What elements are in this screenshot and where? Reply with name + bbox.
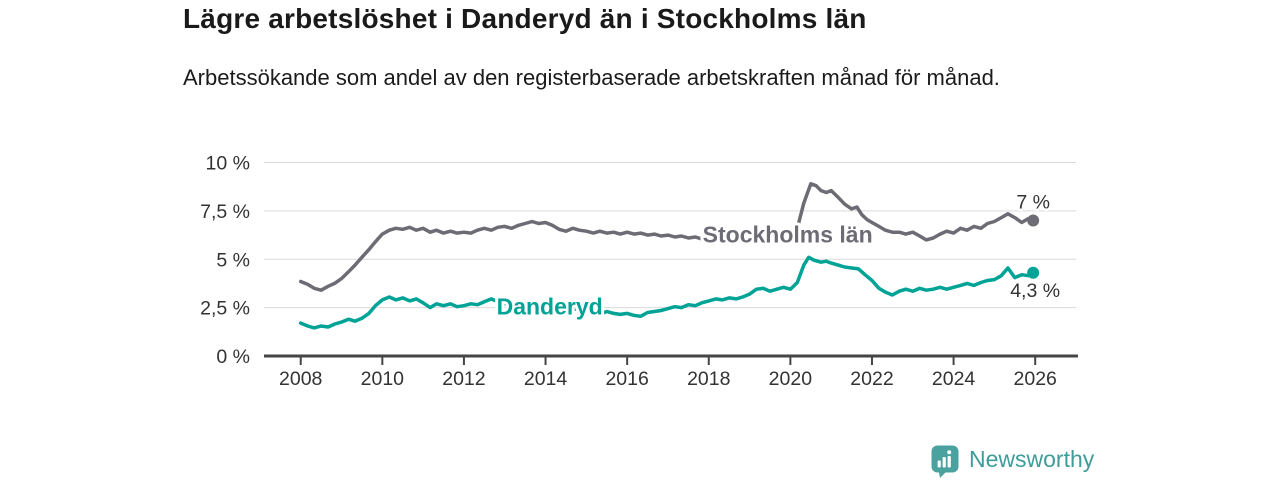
x-tick-label: 2010 (361, 368, 405, 390)
y-tick-label: 10 % (206, 153, 250, 175)
series-label-danderyd: Danderyd (497, 293, 603, 319)
newsworthy-logo-icon (931, 445, 959, 478)
brand-name: Newsworthy (969, 446, 1095, 472)
series-line-stockholms-lan (298, 182, 1035, 292)
series-end-dot-danderyd (1027, 266, 1040, 279)
logo-exclamation-dot (947, 450, 952, 455)
brand-footer: Newsworthy (930, 444, 1094, 479)
logo-bubble-tail (938, 470, 948, 478)
series-end-value-stockholms-lan: 7 % (1016, 192, 1050, 214)
logo-bar-tall (947, 456, 951, 468)
series-line-danderyd (298, 255, 1035, 330)
x-tick-label: 2022 (850, 368, 893, 390)
x-tick-label: 2020 (769, 368, 813, 390)
y-tick-label: 2,5 % (200, 298, 250, 320)
series-label-stockholms-lan: Stockholms län (703, 222, 873, 248)
x-tick-label: 2008 (279, 368, 322, 390)
series-end-dot-stockholms-lan (1027, 214, 1040, 227)
x-tick-label: 2014 (524, 368, 568, 390)
x-tick-label: 2012 (442, 368, 485, 390)
x-tick-label: 2024 (932, 368, 976, 390)
series-end-value-danderyd: 4,3 % (1010, 280, 1060, 302)
y-tick-label: 7,5 % (200, 201, 250, 223)
chart-subtitle: Arbetssökande som andel av den registerb… (183, 65, 1000, 90)
x-tick-label: 2016 (605, 368, 648, 390)
chart-title: Lägre arbetslöshet i Danderyd än i Stock… (183, 3, 867, 34)
x-tick-label: 2018 (687, 368, 730, 390)
logo-bar-small (937, 460, 941, 468)
y-tick-label: 5 % (216, 249, 250, 271)
logo-bar-medium (942, 457, 946, 468)
x-tick-label: 2026 (1014, 368, 1057, 390)
y-tick-label: 0 % (216, 346, 250, 368)
